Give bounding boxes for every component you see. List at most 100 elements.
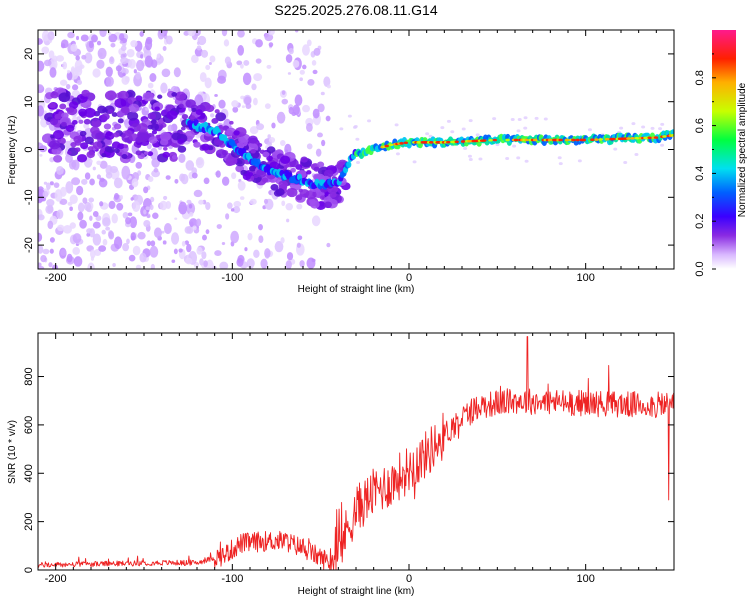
spectrogram-noise-blob	[317, 103, 325, 113]
spectrogram-noise-blob	[79, 219, 87, 229]
colorbar-ticks: 0.0 0.2 0.4 0.6 0.8	[694, 53, 716, 277]
spectrogram-noise-blob	[313, 47, 321, 56]
spectrogram-noise-blob	[108, 200, 116, 210]
spectrogram-noise-blob	[186, 199, 192, 204]
spectrogram-noise-blob	[199, 258, 204, 266]
spectrogram-noise-blob	[152, 212, 159, 219]
spectrogram-noise-blob	[115, 65, 122, 72]
spectrogram-signal-blob	[111, 141, 121, 149]
spectrogram-noise-blob	[180, 173, 189, 185]
x-tick-label: 0	[406, 272, 412, 284]
spectrogram-signal-blob	[215, 149, 227, 159]
spectrogram-noise-blob	[40, 197, 44, 202]
spectrogram-noise-blob	[163, 195, 168, 201]
spectrogram-noise-blob	[242, 72, 252, 86]
spectrogram-xlabel: Height of straight line (km)	[298, 284, 415, 295]
spectrogram-noise-blob	[209, 55, 216, 63]
spectrogram-signal-blob	[160, 131, 171, 142]
spectrogram-signal-blob	[74, 147, 81, 153]
spectrogram-noise-blob	[77, 202, 85, 213]
spectrogram-signal-blob	[211, 117, 219, 124]
spectrogram-noise-blob	[122, 243, 130, 252]
spectrogram-noise-blob	[268, 42, 274, 48]
y-tick-label: 0	[23, 567, 35, 573]
spectrogram-noise-blob	[49, 237, 55, 243]
spectrogram-peak-blob	[384, 144, 389, 148]
spectrogram-peak-blob	[575, 138, 580, 142]
spectrogram-signal-blob	[238, 136, 246, 144]
spectrogram-noise-blob	[240, 196, 245, 200]
spectrogram-noise-blob	[306, 39, 312, 47]
spectrogram-signal-blob	[104, 131, 115, 140]
figure-title: S225.2025.276.08.11.G14	[274, 2, 437, 18]
spectrogram-noise-blob	[48, 262, 53, 268]
spectrogram-peak-blob	[626, 137, 631, 140]
spectrogram-noise-blob	[69, 206, 73, 211]
spectrogram-noise-blob	[367, 119, 372, 123]
spectrogram-noise-blob	[543, 117, 548, 121]
spectrogram-signal-blob	[262, 151, 270, 158]
spectrogram-signal-blob	[181, 114, 189, 120]
spectrogram-signal-blob	[48, 140, 61, 150]
spectrogram-signal-blob	[113, 132, 120, 138]
y-tick-label: 20	[23, 48, 35, 60]
spectrogram-peak-blob	[505, 138, 510, 142]
spectrogram-signal-blob	[68, 101, 79, 110]
x-tick-label: -200	[45, 573, 67, 585]
spectrogram-noise-blob	[634, 152, 639, 156]
y-tick-label: 400	[23, 464, 35, 482]
spectrogram-noise-blob	[96, 40, 102, 46]
spectrogram-signal-blob	[101, 113, 110, 120]
spectrogram-signal-blob	[215, 112, 227, 122]
spectrogram-signal-blob	[163, 146, 168, 151]
x-tick-label: 100	[576, 272, 594, 284]
spectrogram-noise-blob	[196, 41, 201, 45]
spectrogram-noise-blob	[276, 111, 286, 124]
spectrogram-noise-blob	[161, 230, 165, 234]
spectrogram-signal-blob	[88, 151, 94, 156]
spectrogram-noise-blob	[131, 178, 139, 188]
spectrogram-peak-blob	[532, 138, 538, 142]
spectrogram-noise-blob	[110, 43, 116, 48]
spectrogram-noise-blob	[260, 258, 268, 269]
spectrogram-noise-blob	[243, 59, 250, 66]
spectrogram-noise-blob	[38, 232, 43, 242]
spectrogram-noise-blob	[631, 122, 636, 126]
spectrogram-noise-blob	[60, 186, 67, 197]
spectrogram-noise-blob	[108, 230, 115, 240]
spectrogram-noise-blob	[196, 45, 202, 51]
snr-panel: -200 -100 0 100 0 200 400 600 800 Height of stra…	[7, 332, 675, 597]
spectrogram-noise-blob	[353, 124, 358, 128]
spectrogram-noise-blob	[323, 76, 331, 88]
spectrogram-noise-blob	[253, 73, 263, 82]
spectrogram-noise-blob	[446, 119, 451, 123]
spectrogram-signal-blob	[73, 135, 83, 144]
spectrogram-noise-blob	[146, 240, 152, 247]
spectrogram-noise-blob	[557, 156, 562, 160]
spectrogram-noise-blob	[205, 259, 214, 269]
spectrogram-ridge-blob	[346, 161, 352, 169]
spectrogram-noise-blob	[55, 55, 65, 62]
spectrogram-signal-blob	[236, 142, 245, 149]
spectrogram-noise-blob	[128, 254, 136, 262]
spectrogram-noise-blob	[129, 216, 137, 229]
spectrogram-noise-blob	[47, 220, 54, 230]
spectrogram-noise-blob	[285, 54, 293, 63]
spectrogram-signal-blob	[107, 109, 114, 114]
spectrogram-signal-blob	[143, 151, 149, 155]
snr-frame	[37, 332, 675, 571]
spectrogram-noise-blob	[39, 154, 43, 157]
spectrogram-noise-blob	[84, 172, 91, 180]
spectrogram-signal-blob	[171, 154, 178, 160]
spectrogram-signal-blob	[299, 189, 310, 198]
spectrogram-noise-blob	[156, 53, 161, 59]
spectrogram-noise-blob	[145, 107, 149, 111]
spectrogram-noise-blob	[425, 132, 430, 136]
spectrogram-noise-blob	[119, 194, 124, 200]
spectrogram-signal-blob	[248, 135, 258, 144]
spectrogram-peak-blob	[564, 138, 570, 142]
spectrogram-signal-blob	[191, 107, 197, 113]
spectrogram-noise-blob	[577, 159, 582, 163]
spectrogram-noise-blob	[71, 84, 79, 91]
spectrogram-noise-blob	[120, 57, 129, 65]
